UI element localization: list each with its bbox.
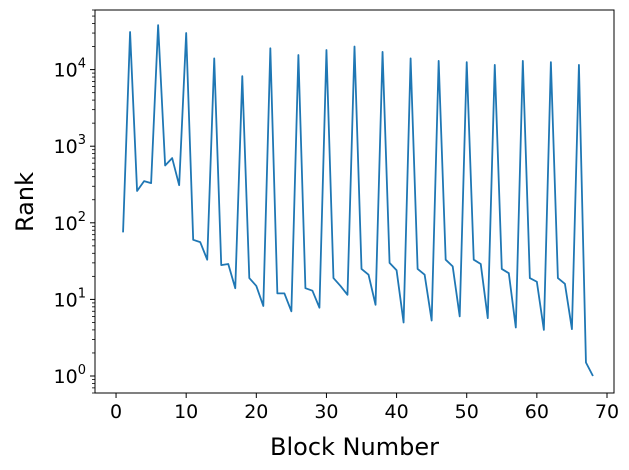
- y-tick-label: 100: [54, 363, 86, 388]
- y-axis-ticks: 100 101 102 103 104: [54, 57, 95, 388]
- y-axis-label: Rank: [11, 172, 39, 232]
- x-tick-label: 40: [384, 401, 408, 423]
- x-tick-label: 70: [595, 401, 619, 423]
- x-tick-label: 20: [244, 401, 268, 423]
- x-tick-label: 0: [110, 401, 122, 423]
- y-tick-label: 102: [54, 210, 86, 235]
- y-tick-label: 103: [54, 133, 86, 158]
- plot-frame: [94, 9, 615, 394]
- x-tick-label: 30: [314, 401, 338, 423]
- x-axis-ticks: 0 10 20 30 40 50 60 70: [110, 393, 619, 423]
- x-tick-label: 60: [525, 401, 549, 423]
- y-tick-label: 101: [54, 286, 86, 311]
- y-tick-label: 104: [54, 57, 86, 82]
- series-line: [122, 24, 594, 377]
- x-axis-label: Block Number: [270, 433, 439, 461]
- x-tick-label: 10: [174, 401, 198, 423]
- x-tick-label: 50: [455, 401, 479, 423]
